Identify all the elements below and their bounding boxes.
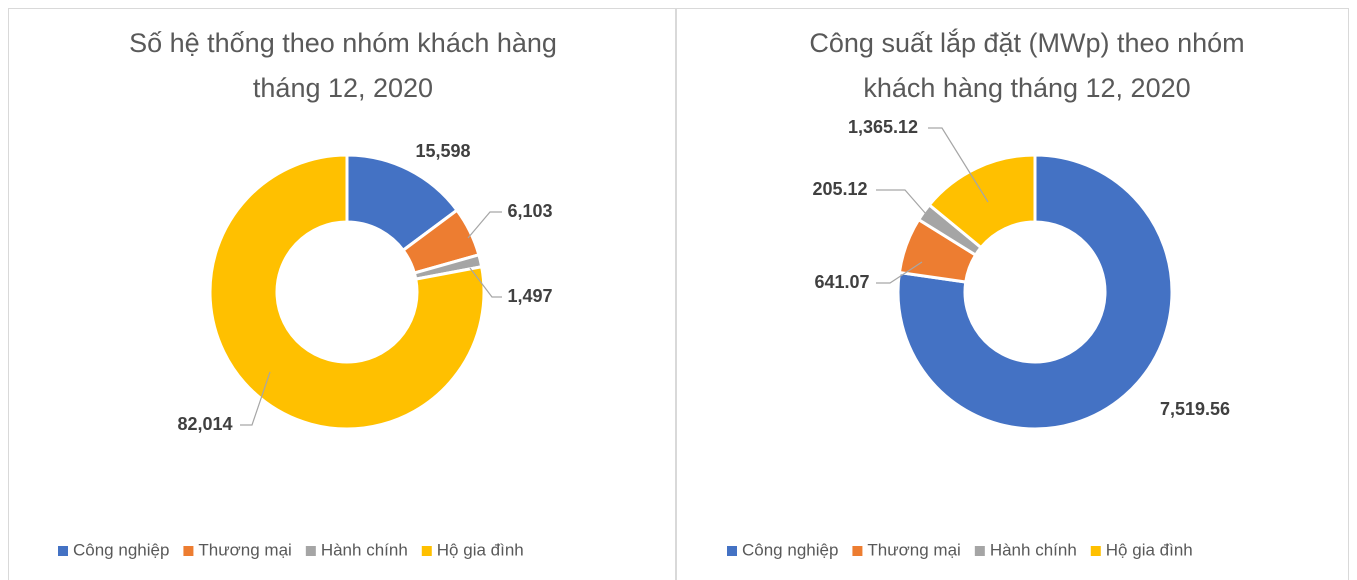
data-label: 205.12 [812,179,867,199]
leader-line [240,371,271,426]
legend-label: Công nghiệp [73,540,169,559]
legend-swatch [305,546,316,556]
chart-title: Số hệ thống theo nhóm khách hàng [129,28,557,58]
panel [8,8,676,580]
data-label: 82,014 [177,414,232,434]
donut-slice [208,153,486,431]
legend-label: Hành chính [990,540,1077,559]
legend-label: Công nghiệp [742,540,838,559]
data-label: 641.07 [814,272,869,292]
leader-line [876,189,927,215]
data-label: 1,365.12 [848,117,918,137]
data-label: 1,497 [507,286,552,306]
legend-swatch [58,546,68,556]
legend-label: Thương mại [867,540,960,559]
chart-title: Công suất lắp đặt (MWp) theo nhóm [809,27,1244,58]
legend-label: Thương mại [198,540,291,559]
legend-label: Hộ gia đình [1106,540,1193,559]
leader-line [876,261,923,284]
data-label: 6,103 [507,201,552,221]
chart-title: tháng 12, 2020 [253,73,433,103]
legend-swatch [421,546,432,556]
legend-swatch [727,546,737,556]
legend-swatch [183,546,194,556]
leader-line [928,127,989,203]
chart-title: khách hàng tháng 12, 2020 [863,73,1190,103]
donut-slice [927,153,1037,250]
data-label: 7,519.56 [1160,399,1230,419]
leader-line [469,267,502,298]
leader-line [467,211,502,239]
legend-label: Hành chính [321,540,408,559]
legend-swatch [852,546,863,556]
data-label: 15,598 [415,141,470,161]
donut-slice [896,153,1174,431]
legend-swatch [1090,546,1101,556]
legend-swatch [974,546,985,556]
panel [676,8,1349,580]
legend-label: Hộ gia đình [437,540,524,559]
